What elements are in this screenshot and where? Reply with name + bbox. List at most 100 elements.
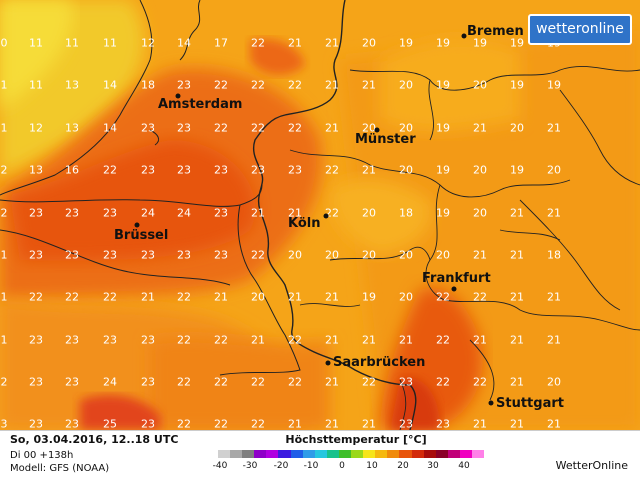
temperature-value: 23: [103, 333, 117, 347]
temperature-value: 23: [214, 163, 228, 177]
temperature-value: 21: [251, 206, 265, 220]
temperature-value: 23: [436, 417, 450, 431]
legend-swatch: [326, 450, 339, 458]
temperature-value: 21: [362, 417, 376, 431]
temperature-value: 21: [362, 78, 376, 92]
legend-swatch: [302, 450, 315, 458]
temperature-value: 18: [399, 206, 413, 220]
city-dot: [374, 127, 380, 133]
temperature-value: 23: [65, 206, 79, 220]
city-label[interactable]: Amsterdam: [158, 97, 243, 112]
city-dot: [323, 213, 329, 219]
temperature-value: 21: [510, 417, 524, 431]
temperature-value: 21: [547, 417, 561, 431]
temperature-value: 22: [177, 375, 191, 389]
temperature-value: 21: [325, 290, 339, 304]
legend-swatch: [363, 450, 376, 458]
legend-tick: -10: [303, 461, 319, 471]
city-label[interactable]: Frankfurt: [422, 271, 491, 286]
city-dot: [488, 400, 494, 406]
temperature-value: 22: [251, 121, 265, 135]
temperature-value: 20: [547, 163, 561, 177]
temperature-value: 22: [436, 333, 450, 347]
temperature-value: 23: [103, 206, 117, 220]
temperature-value: 19: [399, 36, 413, 50]
legend-swatch: [218, 450, 231, 458]
temperature-value: 22: [214, 333, 228, 347]
temperature-value: 22: [288, 121, 302, 135]
temperature-value: 20: [399, 248, 413, 262]
temperature-value: 22: [436, 290, 450, 304]
city-label[interactable]: Bremen: [467, 24, 524, 39]
temperature-value: 21: [214, 290, 228, 304]
wetteronline-logo[interactable]: wetteronline: [528, 14, 632, 45]
city-label[interactable]: Köln: [288, 216, 321, 231]
temperature-value: 18: [141, 78, 155, 92]
temperature-value: 20: [473, 206, 487, 220]
model-name: Modell: GFS (NOAA): [10, 463, 110, 474]
temperature-value: 1: [0, 290, 8, 304]
legend-swatch: [266, 450, 279, 458]
temperature-value: 21: [510, 248, 524, 262]
temperature-value: 14: [103, 78, 117, 92]
temperature-value: 19: [436, 121, 450, 135]
temperature-value: 21: [473, 121, 487, 135]
temperature-value: 20: [547, 375, 561, 389]
city-label[interactable]: Münster: [355, 132, 416, 147]
temperature-value: 23: [65, 248, 79, 262]
temperature-value: 3: [0, 417, 8, 431]
temperature-value: 2: [0, 375, 8, 389]
map-footer: So, 03.04.2016, 12..18 UTC Di 00 +138h M…: [0, 430, 640, 478]
forecast-offset: Di 00 +138h: [10, 450, 74, 461]
temperature-value: 23: [29, 206, 43, 220]
temperature-value: 21: [473, 333, 487, 347]
legend-swatch: [447, 450, 460, 458]
temperature-value: 21: [510, 206, 524, 220]
temperature-value: 21: [473, 417, 487, 431]
temperature-value: 21: [399, 333, 413, 347]
temperature-value: 22: [29, 290, 43, 304]
city-label[interactable]: Saarbrücken: [333, 355, 426, 370]
temperature-value: 0: [0, 36, 8, 50]
city-label[interactable]: Brüssel: [114, 228, 169, 243]
legend-tick: -30: [242, 461, 258, 471]
temperature-value: 14: [177, 36, 191, 50]
temperature-value: 21: [325, 78, 339, 92]
temperature-value: 20: [399, 121, 413, 135]
temperature-value: 21: [141, 290, 155, 304]
temperature-value: 19: [547, 78, 561, 92]
temperature-value: 23: [177, 163, 191, 177]
temperature-value: 19: [510, 36, 524, 50]
legend-tick: 40: [458, 461, 470, 471]
temperature-value: 22: [251, 36, 265, 50]
temperature-value: 13: [65, 121, 79, 135]
legend-tick: 30: [427, 461, 439, 471]
temperature-value: 20: [325, 248, 339, 262]
temperature-value: 21: [510, 375, 524, 389]
temperature-value: 21: [288, 206, 302, 220]
temperature-value: 20: [362, 248, 376, 262]
temperature-value: 22: [214, 417, 228, 431]
legend-swatch: [314, 450, 327, 458]
temperature-value: 20: [510, 121, 524, 135]
legend-swatch: [411, 450, 424, 458]
temperature-field: [0, 0, 640, 430]
temperature-value: 22: [103, 163, 117, 177]
temperature-value: 21: [325, 333, 339, 347]
temperature-value: 21: [288, 290, 302, 304]
temperature-value: 21: [362, 333, 376, 347]
temperature-value: 20: [362, 206, 376, 220]
city-label[interactable]: Stuttgart: [496, 396, 564, 411]
temperature-value: 21: [547, 121, 561, 135]
temperature-value: 22: [473, 290, 487, 304]
legend-swatch: [435, 450, 448, 458]
temperature-value: 23: [399, 375, 413, 389]
temperature-value: 23: [141, 417, 155, 431]
temperature-value: 21: [547, 206, 561, 220]
temperature-value: 19: [436, 206, 450, 220]
temperature-value: 23: [29, 375, 43, 389]
temperature-value: 20: [399, 163, 413, 177]
temperature-value: 22: [288, 333, 302, 347]
temperature-value: 12: [141, 36, 155, 50]
temperature-value: 24: [103, 375, 117, 389]
